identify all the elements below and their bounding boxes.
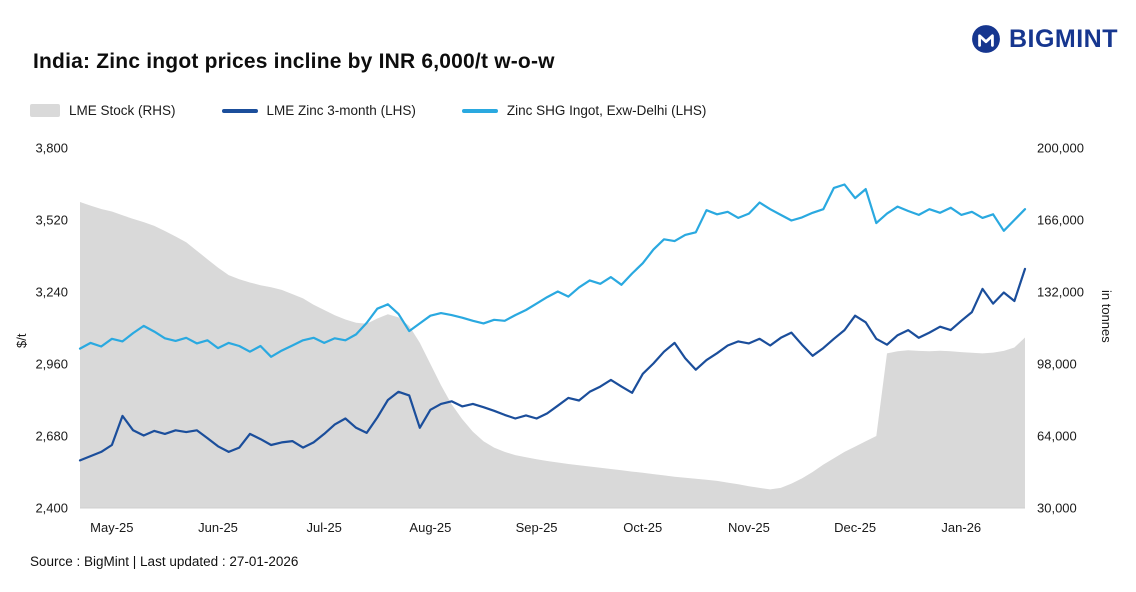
line-series-1 — [78, 183, 1027, 358]
area-series-lme-stock — [80, 202, 1025, 508]
bigmint-logo-icon — [971, 24, 1001, 54]
y-right-tick-label: 64,000 — [1037, 429, 1077, 444]
y-left-tick-label: 3,520 — [35, 213, 68, 228]
chart-area: 2,400 2,680 2,960 3,240 3,520 3,800 30,000 64,0… — [0, 140, 1136, 540]
y-axis-title-right: in tonnes — [1099, 290, 1114, 343]
x-axis-label: Aug-25 — [409, 520, 451, 535]
legend-item-lme-stock: LME Stock (RHS) — [30, 103, 176, 118]
legend-area-swatch — [30, 104, 60, 117]
y-right-tick-label: 166,000 — [1037, 213, 1084, 228]
legend-item-lme-zinc: LME Zinc 3-month (LHS) — [221, 103, 416, 118]
legend-line-swatch — [461, 108, 498, 113]
x-axis-label: Jul-25 — [307, 520, 342, 535]
x-axis-label: Jan-26 — [941, 520, 981, 535]
brand-name: BIGMINT — [1008, 24, 1118, 53]
legend-label: LME Stock (RHS) — [69, 103, 176, 118]
chart-legend: LME Stock (RHS) LME Zinc 3-month (LHS) Z… — [30, 103, 706, 118]
y-axis-title-left: $/t — [14, 333, 29, 348]
legend-label: LME Zinc 3-month (LHS) — [266, 103, 416, 118]
chart-svg: 2,400 2,680 2,960 3,240 3,520 3,800 30,000 64,0… — [35, 141, 1084, 535]
source-note: Source : BigMint | Last updated : 27-01-… — [30, 554, 299, 569]
y-right-tick-label: 30,000 — [1037, 501, 1077, 516]
x-axis-label: Jun-25 — [198, 520, 238, 535]
y-right-tick-label: 98,000 — [1037, 357, 1077, 372]
y-left-tick-label: 2,960 — [35, 357, 68, 372]
y-left-tick-label: 3,800 — [35, 141, 68, 156]
y-left-tick-label: 2,400 — [35, 501, 68, 516]
y-left-tick-label: 2,680 — [35, 429, 68, 444]
line-series-0 — [78, 267, 1027, 462]
x-axis-label: Sep-25 — [516, 520, 558, 535]
y-right-tick-label: 200,000 — [1037, 141, 1084, 156]
page-title: India: Zinc ingot prices incline by INR … — [33, 50, 555, 73]
legend-label: Zinc SHG Ingot, Exw-Delhi (LHS) — [506, 103, 707, 118]
x-axis-label: Oct-25 — [623, 520, 662, 535]
x-axis-label: Nov-25 — [728, 520, 770, 535]
y-left-tick-label: 3,240 — [35, 285, 68, 300]
x-axis-label: May-25 — [90, 520, 133, 535]
y-right-tick-label: 132,000 — [1037, 285, 1084, 300]
legend-item-zinc-shg: Zinc SHG Ingot, Exw-Delhi (LHS) — [461, 103, 707, 118]
brand-logo: BIGMINT — [971, 24, 1118, 54]
x-axis-label: Dec-25 — [834, 520, 876, 535]
legend-line-swatch — [221, 108, 258, 113]
